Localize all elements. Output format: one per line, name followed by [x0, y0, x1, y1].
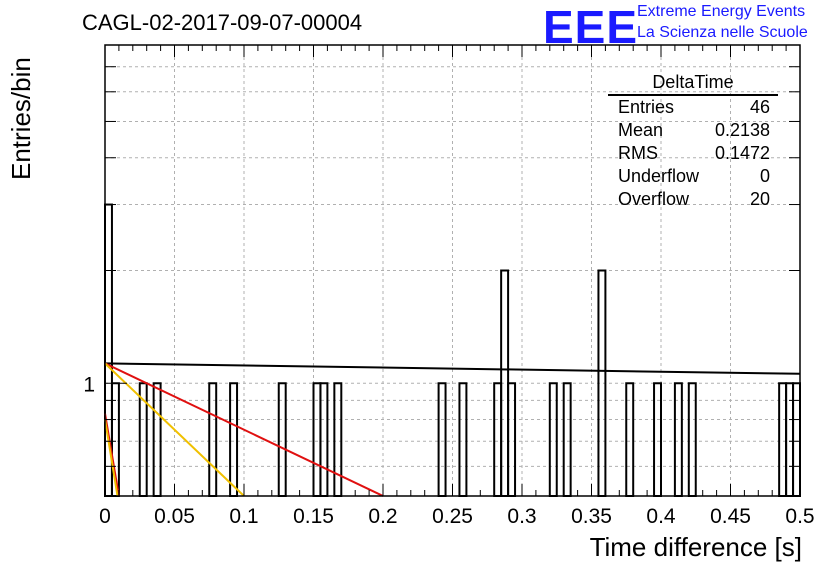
eee-logo: EEE: [543, 1, 639, 53]
stats-label: Entries: [618, 97, 675, 117]
chart-title: CAGL-02-2017-09-07-00004: [82, 10, 363, 35]
x-tick-label: 0.5: [785, 505, 814, 528]
x-tick-label: 0.4: [646, 505, 676, 528]
y-tick-label: 1: [83, 373, 95, 396]
logo-line-2: La Scienza nelle Scuole: [637, 24, 808, 41]
x-tick-label: 0: [99, 505, 111, 528]
stats-value: 20: [749, 189, 770, 209]
fit-line: [104, 362, 245, 497]
stats-value: 0.1472: [714, 143, 770, 163]
axis-ticks: [104, 45, 801, 496]
x-tick-label: 0.3: [507, 505, 536, 528]
stats-title: DeltaTime: [608, 72, 778, 96]
tick-labels: 0 0.05 0.1 0.15 0.2 0.25 0.3 0.35 0.4 0.45 0.5 1: [83, 373, 814, 528]
x-tick-label: 0.05: [154, 505, 195, 528]
x-axis-label: Time difference [s]: [589, 532, 802, 562]
logo-line-1: Extreme Energy Events: [637, 3, 806, 20]
y-axis-label: Entries/bin: [6, 57, 36, 180]
x-tick-label: 0.1: [229, 505, 258, 528]
stats-label: Overflow: [618, 189, 690, 209]
stats-row-mean: Mean 0.2138: [608, 119, 778, 142]
fit-line: [104, 362, 384, 497]
fit-lines: [104, 362, 801, 497]
stats-label: RMS: [618, 143, 658, 163]
fit-line: [104, 413, 120, 497]
stats-row-underflow: Underflow 0: [608, 165, 778, 188]
x-tick-label: 0.2: [368, 505, 397, 528]
fit-line: [104, 362, 801, 375]
stats-value: 0: [759, 166, 770, 186]
fit-line: [104, 419, 119, 497]
stats-value: 0.2138: [714, 120, 770, 140]
x-tick-label: 0.45: [710, 505, 751, 528]
x-tick-label: 0.25: [432, 505, 473, 528]
stats-label: Mean: [618, 120, 664, 140]
stats-row-rms: RMS 0.1472: [608, 142, 778, 165]
stats-label: Underflow: [618, 166, 700, 186]
stats-row-entries: Entries 46: [608, 96, 778, 119]
x-tick-label: 0.35: [571, 505, 612, 528]
histogram-bars: [104, 203, 801, 497]
stats-box: DeltaTime Entries 46 Mean 0.2138 RMS 0.1…: [608, 72, 778, 211]
stats-value: 46: [749, 97, 770, 117]
x-tick-label: 0.15: [293, 505, 334, 528]
stats-row-overflow: Overflow 20: [608, 188, 778, 211]
